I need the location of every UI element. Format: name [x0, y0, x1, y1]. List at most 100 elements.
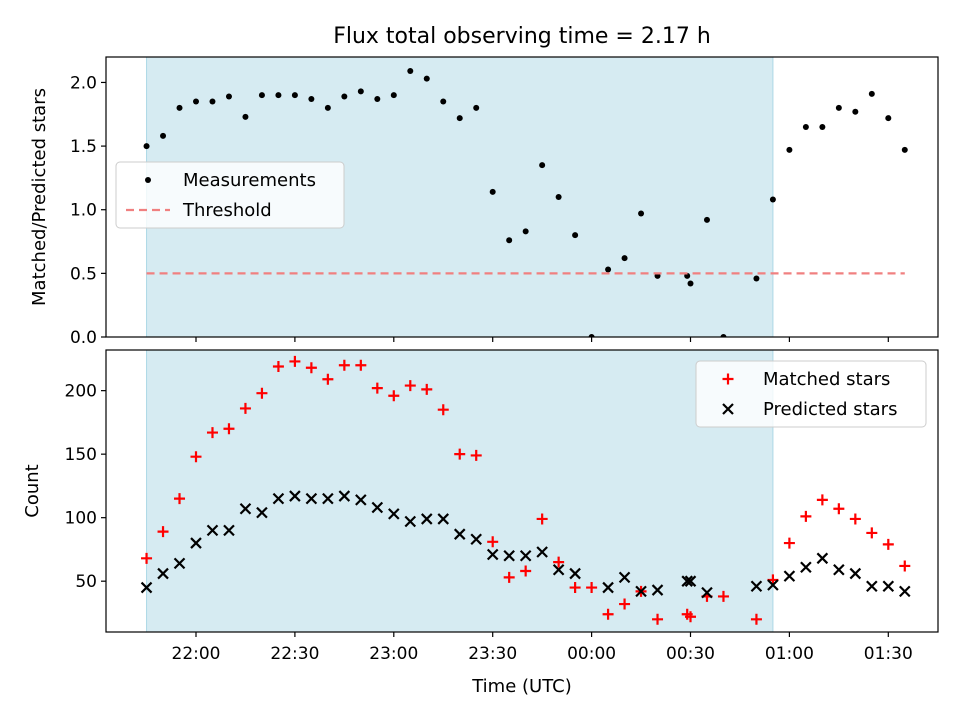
data-point — [289, 355, 301, 367]
data-point — [487, 536, 499, 548]
data-point — [618, 571, 631, 584]
data-point — [800, 510, 812, 522]
x-tick-label: 22:30 — [270, 644, 319, 664]
data-point — [324, 104, 331, 111]
data-point — [223, 524, 235, 537]
y-tick-label: 1.0 — [70, 201, 97, 221]
data-point — [651, 584, 664, 596]
data-point — [256, 506, 268, 519]
data-point — [225, 93, 232, 100]
data-point — [489, 188, 496, 195]
data-point — [605, 266, 612, 273]
data-point — [160, 132, 167, 139]
data-point — [275, 92, 282, 99]
x-tick-label: 00:30 — [666, 644, 715, 664]
legend-box — [695, 360, 927, 428]
data-point — [552, 563, 565, 576]
data-point — [833, 503, 845, 515]
data-point — [289, 490, 301, 502]
data-point — [868, 90, 875, 97]
data-point — [684, 575, 697, 587]
data-point — [720, 334, 727, 337]
data-point — [242, 113, 249, 120]
data-point — [503, 571, 515, 583]
data-point — [816, 552, 829, 565]
data-point — [190, 451, 202, 463]
legend-entry: Threshold — [126, 200, 272, 221]
x-tick-label: 23:00 — [369, 644, 418, 664]
y-tick-label: 200 — [65, 382, 97, 402]
data-point — [800, 561, 812, 573]
data-point — [206, 524, 219, 537]
data-point — [388, 390, 400, 402]
data-point — [355, 359, 367, 371]
data-point — [470, 533, 482, 546]
data-point — [783, 570, 796, 582]
data-point — [602, 581, 614, 594]
data-point — [388, 508, 400, 520]
data-point — [174, 493, 186, 505]
data-point — [835, 104, 842, 111]
data-point — [486, 548, 499, 561]
data-point — [703, 216, 710, 223]
data-point — [588, 334, 595, 337]
data-point — [338, 490, 351, 502]
data-point — [157, 567, 169, 580]
legend-swatch — [722, 403, 734, 415]
data-point — [437, 404, 449, 416]
x-tick-label: 01:30 — [864, 644, 913, 664]
data-point — [322, 492, 334, 505]
data-point — [291, 92, 298, 99]
data-point — [371, 501, 384, 514]
data-point — [453, 528, 466, 540]
data-point — [357, 88, 364, 95]
x-tick-label: 23:30 — [468, 644, 517, 664]
data-point — [338, 359, 350, 371]
legend-swatch — [722, 373, 734, 385]
data-point — [308, 96, 315, 102]
legend-label: Predicted stars — [763, 399, 897, 420]
data-point — [753, 275, 760, 282]
data-point — [209, 98, 216, 105]
data-point — [143, 143, 150, 150]
data-point — [816, 494, 828, 506]
data-point — [456, 115, 463, 122]
data-point — [305, 362, 317, 374]
legend-entry: Matched stars — [722, 369, 890, 390]
data-point — [239, 402, 251, 414]
plot-area — [143, 68, 908, 337]
observing-window-shade — [146, 349, 774, 633]
plot-area — [140, 355, 911, 625]
data-point — [157, 526, 169, 538]
data-point — [701, 586, 713, 599]
data-point — [272, 492, 285, 505]
data-point — [852, 108, 859, 115]
data-point — [717, 590, 729, 602]
chart-title: Flux total observing time = 2.17 h — [333, 24, 711, 49]
data-point — [190, 537, 202, 549]
data-point — [206, 427, 218, 439]
data-point — [687, 280, 694, 287]
data-point — [882, 580, 895, 593]
data-point — [404, 380, 416, 392]
x-tick-label: 01:00 — [765, 644, 814, 664]
legend-box — [115, 161, 345, 229]
legend-label: Measurements — [183, 170, 316, 191]
data-point — [619, 598, 631, 610]
legend-label: Threshold — [182, 200, 272, 221]
axes-frame — [105, 56, 939, 338]
data-point — [885, 115, 892, 122]
data-point — [536, 546, 548, 558]
data-point — [819, 124, 826, 130]
data-point — [390, 92, 397, 99]
x-tick-label: 22:00 — [172, 644, 221, 664]
legend-entry: Predicted stars — [722, 399, 897, 420]
data-point — [470, 449, 482, 461]
y-tick-label: 150 — [65, 445, 97, 465]
data-point — [141, 552, 153, 564]
data-point — [272, 361, 284, 373]
x-tick-label: 00:00 — [567, 644, 616, 664]
data-point — [536, 513, 548, 525]
data-point — [423, 75, 430, 82]
